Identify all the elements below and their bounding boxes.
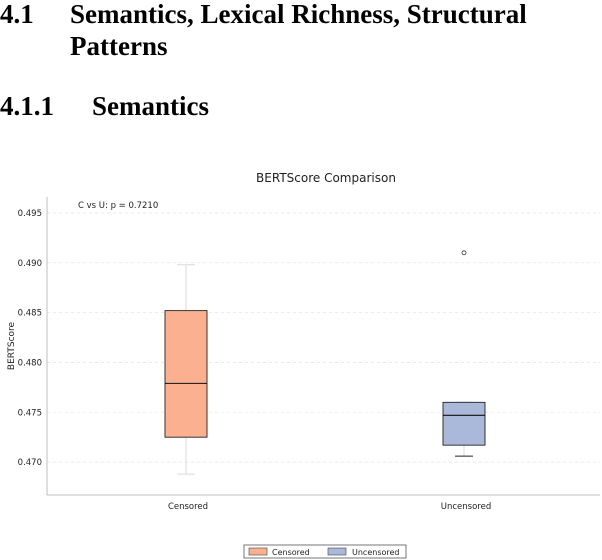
legend-swatch	[248, 547, 268, 556]
box-uncensored	[442, 250, 486, 457]
y-tick-label: 0.495	[18, 209, 42, 219]
box-censored	[164, 264, 208, 475]
x-tick-label: Censored	[168, 502, 208, 512]
y-tick-label: 0.475	[18, 408, 42, 418]
chart-title: BERTScore Comparison	[256, 171, 396, 185]
y-tick-label: 0.470	[18, 458, 42, 468]
legend: Censored Uncensored	[243, 544, 407, 559]
subsection-number: 4.1.1	[0, 91, 54, 121]
legend-frame	[243, 544, 407, 559]
grid-lines	[47, 212, 600, 463]
x-ticks: Censored Uncensored	[168, 502, 491, 512]
section-title: Semantics, Lexical Richness, Structural …	[70, 0, 527, 61]
legend-label: Censored	[272, 548, 310, 557]
y-axis-label: BERTScore	[7, 321, 17, 370]
y-tick-label: 0.490	[18, 259, 42, 269]
section-number: 4.1	[0, 0, 34, 29]
p-value-annotation: C vs U: p = 0.7210	[78, 201, 158, 211]
outlier-point	[461, 250, 467, 256]
box-series	[164, 250, 486, 475]
legend-swatch	[327, 547, 347, 556]
x-tick-label: Uncensored	[441, 502, 491, 512]
y-tick-label: 0.485	[18, 309, 42, 319]
y-ticks: 0.470 0.475 0.480 0.485 0.490 0.495	[18, 209, 42, 468]
y-tick-label: 0.480	[18, 358, 42, 368]
legend-label: Uncensored	[352, 548, 400, 557]
iqr-box	[164, 310, 208, 438]
iqr-box	[442, 401, 486, 446]
subsection-title: Semantics	[92, 91, 209, 121]
